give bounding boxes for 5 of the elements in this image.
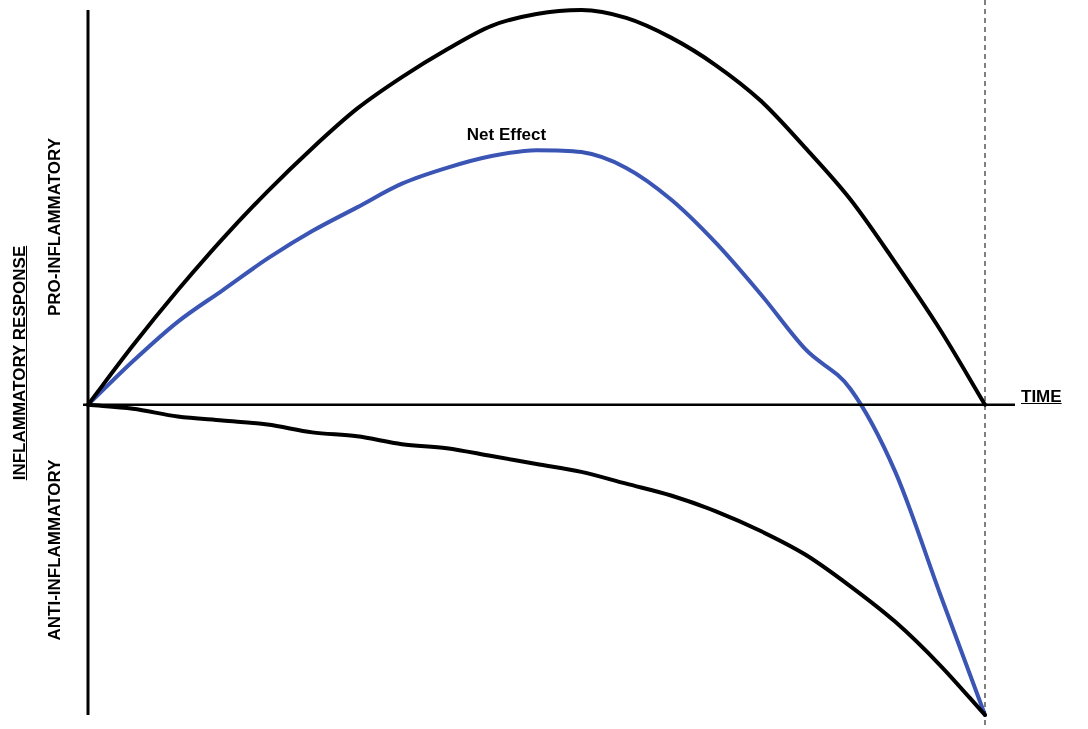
x-axis-title: TIME [1021,386,1062,407]
y-axis-title: INFLAMMATORY RESPONSE [10,245,30,480]
series-label: Net Effect [466,125,547,145]
text: ANTI-INFLAMMATORY [45,459,65,641]
text: PRO-INFLAMMATORY [45,138,65,317]
